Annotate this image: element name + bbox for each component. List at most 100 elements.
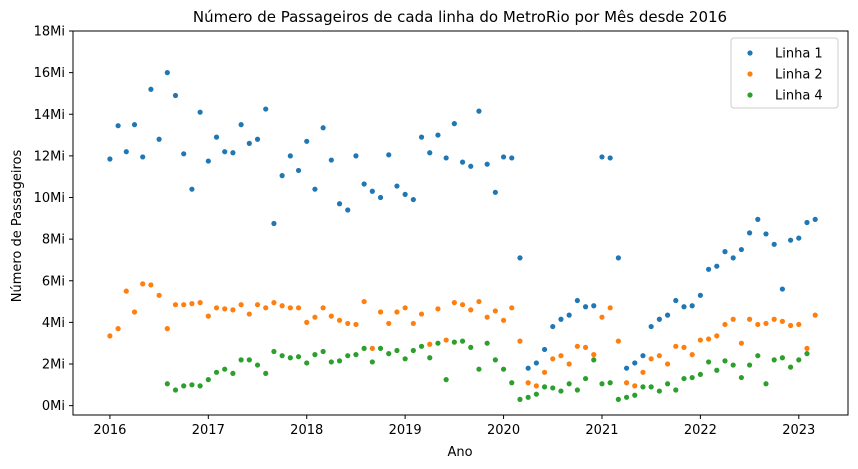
x-axis-title: Ano	[447, 445, 472, 460]
data-point	[254, 136, 261, 142]
data-point	[254, 362, 261, 368]
data-point	[336, 201, 343, 207]
data-point	[312, 314, 318, 320]
data-point	[509, 380, 515, 386]
data-point	[427, 341, 433, 347]
data-point	[509, 305, 515, 311]
data-point	[615, 255, 621, 261]
data-point	[541, 369, 548, 375]
y-tick-label: 4Mi	[42, 316, 65, 331]
series-linha-1	[107, 70, 818, 371]
data-point	[295, 305, 302, 311]
data-point	[156, 292, 162, 298]
data-point	[213, 134, 220, 140]
data-point	[656, 353, 662, 359]
data-point	[394, 183, 400, 189]
data-point	[213, 305, 220, 311]
legend-box	[730, 37, 839, 109]
data-point	[640, 353, 646, 359]
data-point	[271, 348, 277, 355]
y-tick-label: 14Mi	[34, 108, 65, 123]
data-point	[181, 151, 187, 157]
data-point	[197, 383, 203, 389]
data-point	[230, 370, 236, 376]
data-point	[476, 108, 482, 114]
data-point	[427, 150, 433, 156]
data-point	[697, 292, 703, 298]
data-point	[763, 231, 769, 237]
data-point	[131, 309, 138, 315]
data-point	[345, 207, 351, 213]
data-point	[566, 312, 572, 318]
data-point	[386, 152, 392, 158]
data-point	[755, 353, 761, 359]
data-point	[164, 326, 170, 332]
data-point	[418, 343, 425, 349]
data-point	[295, 167, 302, 174]
y-axis-title: Número de Passageiros	[10, 150, 25, 303]
data-point	[509, 155, 515, 161]
axes: 2016 2017 2018 2019 2020 2021 2022 2023 0Mi 2Mi 4M…	[34, 25, 849, 438]
data-point	[574, 343, 580, 349]
data-point	[312, 352, 318, 358]
data-point	[558, 388, 564, 394]
y-tick-label: 16Mi	[34, 66, 65, 81]
data-point	[304, 319, 310, 325]
data-point	[558, 316, 564, 322]
data-point	[705, 336, 712, 342]
data-point	[722, 321, 728, 328]
data-point	[779, 286, 785, 292]
y-tick-label: 0Mi	[42, 399, 65, 414]
data-point	[123, 288, 129, 294]
data-point	[591, 352, 597, 358]
x-tick-label: 2018	[290, 423, 323, 438]
data-point	[796, 235, 802, 241]
data-point	[771, 316, 777, 322]
data-point	[369, 345, 375, 351]
data-point	[615, 338, 621, 344]
data-point	[714, 333, 720, 339]
data-point	[172, 302, 179, 308]
y-tick-label: 10Mi	[34, 191, 65, 206]
data-point	[517, 396, 523, 402]
data-point	[730, 362, 736, 368]
data-point	[599, 154, 605, 160]
data-point	[599, 381, 605, 387]
x-tick-label: 2016	[93, 423, 126, 438]
data-point	[336, 317, 343, 323]
data-point	[492, 308, 498, 314]
data-point	[558, 353, 564, 359]
data-point	[804, 351, 810, 357]
data-point	[345, 353, 351, 359]
data-point	[328, 157, 334, 163]
data-point	[386, 351, 392, 357]
data-point	[459, 338, 466, 344]
data-point	[640, 369, 646, 375]
data-point	[525, 365, 531, 371]
data-point	[738, 246, 744, 253]
data-point	[443, 337, 449, 343]
data-point	[443, 155, 449, 161]
data-point	[402, 191, 408, 197]
data-point	[812, 216, 818, 222]
data-point	[722, 358, 728, 364]
data-point	[156, 136, 162, 142]
data-point	[607, 305, 613, 311]
data-point	[189, 186, 195, 192]
data-point	[525, 394, 531, 400]
data-point	[697, 371, 703, 378]
data-point	[263, 370, 269, 376]
data-point	[369, 359, 375, 365]
data-point	[386, 320, 392, 327]
data-point	[402, 305, 408, 311]
data-point	[246, 140, 252, 146]
data-point	[213, 369, 220, 375]
data-point	[345, 320, 351, 327]
data-point	[279, 303, 285, 309]
data-point	[484, 161, 490, 167]
data-point	[353, 321, 359, 328]
data-point	[738, 374, 744, 381]
data-point	[271, 300, 277, 306]
data-point	[254, 302, 261, 308]
